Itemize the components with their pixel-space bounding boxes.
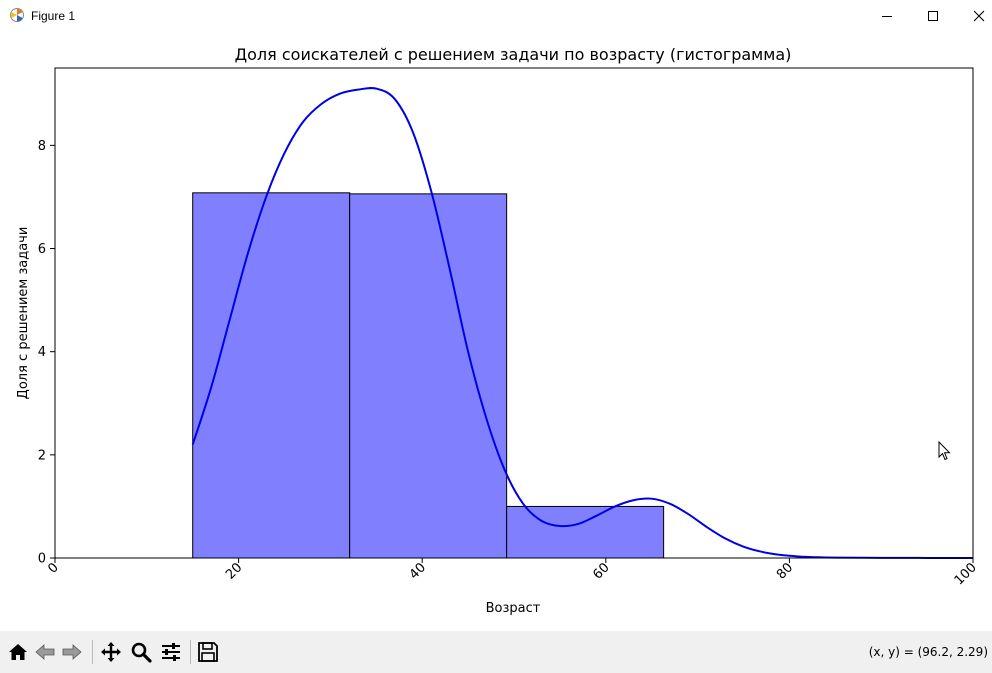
configure-subplots-icon	[162, 643, 180, 661]
toolbar-separator	[190, 640, 191, 664]
configure-subplots-button[interactable]	[158, 639, 184, 665]
chart-title: Доля соискателей с решением задачи по во…	[235, 45, 792, 64]
y-tick-label: 4	[38, 345, 46, 360]
toolbar-separator	[92, 640, 93, 664]
x-tick-label: 100	[952, 560, 980, 588]
zoom-icon	[131, 642, 152, 663]
y-axis-label: Доля с решением задачи	[16, 227, 31, 400]
y-tick-label: 8	[38, 139, 46, 154]
maximize-icon	[928, 10, 938, 21]
axes-frame	[54, 67, 974, 559]
back-arrow-icon	[35, 644, 55, 660]
window-titlebar: Figure 1	[0, 0, 992, 31]
pan-button[interactable]	[98, 639, 124, 665]
forward-arrow-icon	[62, 644, 82, 660]
home-button[interactable]	[5, 639, 31, 665]
x-tick-label: 80	[774, 560, 796, 582]
zoom-button[interactable]	[128, 639, 154, 665]
histogram-bar-3	[506, 505, 665, 559]
window-title: Figure 1	[31, 9, 76, 23]
save-icon	[198, 642, 218, 662]
x-tick-label: 0	[45, 560, 61, 576]
x-axis-label: Возраст	[486, 601, 541, 616]
minimize-button[interactable]	[864, 0, 910, 31]
mouse-cursor-icon	[938, 441, 951, 461]
forward-button[interactable]	[59, 639, 85, 665]
figure-canvas[interactable]: Доля соискателей с решением задачи по во…	[0, 31, 992, 631]
close-icon	[973, 10, 985, 21]
histogram-bar-2	[349, 193, 508, 559]
back-button[interactable]	[32, 639, 58, 665]
kde-line	[191, 87, 974, 559]
pan-icon	[101, 642, 121, 662]
y-tick-label: 2	[38, 448, 46, 463]
y-tick-label: 6	[38, 242, 46, 257]
matplotlib-logo-icon	[10, 8, 24, 22]
navigation-toolbar: (x, y) = (96.2, 2.29)	[0, 631, 992, 673]
cursor-coordinates: (x, y) = (96.2, 2.29)	[868, 645, 988, 659]
home-icon	[9, 644, 27, 660]
maximize-button[interactable]	[910, 0, 956, 31]
histogram-chart: Доля соискателей с решением задачи по во…	[16, 45, 980, 616]
x-tick-label: 40	[407, 560, 429, 582]
x-tick-label: 20	[223, 560, 245, 582]
y-tick-label: 0	[38, 552, 46, 567]
minimize-icon	[882, 15, 892, 17]
histogram-bar-1	[192, 192, 351, 559]
x-tick-label: 60	[590, 560, 612, 582]
close-button[interactable]	[956, 0, 992, 31]
save-button[interactable]	[195, 639, 221, 665]
